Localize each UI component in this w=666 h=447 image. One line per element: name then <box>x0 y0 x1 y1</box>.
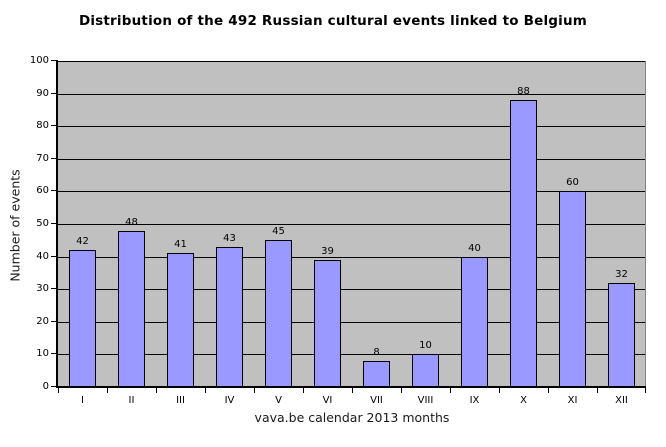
gridline-80 <box>58 126 645 128</box>
bar-VI <box>314 260 341 387</box>
x-tick-label-II: II <box>128 395 135 406</box>
y-tick-70 <box>51 157 56 159</box>
x-tick-6 <box>352 388 353 393</box>
y-tick-label-50: 50 <box>36 218 49 229</box>
x-tick-label-XI: XI <box>567 395 578 406</box>
y-tick-50 <box>51 223 56 224</box>
chart-title: Distribution of the 492 Russian cultural… <box>78 13 588 29</box>
x-tick-7 <box>401 388 402 393</box>
x-tick-8 <box>450 388 451 393</box>
bar-VIII <box>412 354 439 387</box>
y-tick-label-20: 20 <box>36 315 49 327</box>
y-tick-label-10: 10 <box>36 348 49 360</box>
y-tick-label-100: 100 <box>29 55 49 66</box>
x-tick-2 <box>156 388 157 393</box>
gridline-40 <box>58 256 645 258</box>
gridline-70 <box>58 158 645 160</box>
gridline-90 <box>58 93 645 95</box>
bar-value-label-VII: 8 <box>373 347 380 358</box>
y-tick-label-80: 80 <box>36 120 49 132</box>
bar-value-label-III: 41 <box>174 239 187 250</box>
y-tick-label-30: 30 <box>36 283 49 295</box>
x-tick-3 <box>205 388 206 393</box>
y-tick-80 <box>51 125 56 127</box>
bar-III <box>167 253 194 387</box>
y-tick-20 <box>51 320 56 322</box>
bar-value-label-I: 42 <box>76 236 89 247</box>
bar-IX <box>461 257 488 387</box>
gridline-100 <box>58 61 645 62</box>
y-tick-10 <box>51 353 56 355</box>
y-tick-label-90: 90 <box>36 87 49 99</box>
bar-II <box>118 231 145 387</box>
y-tick-30 <box>51 288 56 290</box>
bar-value-label-XI: 60 <box>566 177 579 188</box>
x-tick-label-X: X <box>520 395 527 406</box>
x-tick-label-VIII: VIII <box>417 395 434 406</box>
y-tick-label-0: 0 <box>42 381 49 392</box>
gridline-10 <box>58 354 645 356</box>
x-tick-label-V: V <box>275 395 282 406</box>
bar-value-label-VI: 39 <box>321 246 334 257</box>
bar-V <box>265 240 292 387</box>
gridline-20 <box>58 321 645 323</box>
y-tick-0 <box>51 386 56 387</box>
x-tick-label-I: I <box>81 395 84 406</box>
x-tick-4 <box>254 388 255 393</box>
gridline-50 <box>58 224 645 225</box>
bar-XII <box>608 283 635 387</box>
bar-value-label-IX: 40 <box>468 243 481 254</box>
gridline-60 <box>58 191 645 193</box>
y-tick-40 <box>51 255 56 257</box>
bar-value-label-XII: 32 <box>615 269 628 280</box>
plot-area: 42 48 41 43 45 39 8 10 40 88 60 32 <box>58 61 646 387</box>
x-tick-12 <box>645 388 646 393</box>
x-tick-9 <box>499 388 500 393</box>
bar-IV <box>216 247 243 387</box>
bar-I <box>69 250 96 387</box>
x-tick-label-IV: IV <box>224 395 235 406</box>
bar-XI <box>559 191 586 387</box>
y-axis-line <box>56 60 58 388</box>
bar-value-label-X: 88 <box>517 86 530 97</box>
x-tick-5 <box>303 388 304 393</box>
x-tick-1 <box>107 388 108 393</box>
x-tick-0 <box>58 388 59 393</box>
y-tick-90 <box>51 92 56 94</box>
y-tick-label-40: 40 <box>36 250 49 262</box>
bar-value-label-V: 45 <box>272 226 285 237</box>
x-tick-11 <box>597 388 598 393</box>
x-tick-label-III: III <box>176 395 185 406</box>
x-tick-label-XII: XII <box>615 395 628 406</box>
gridline-30 <box>58 289 645 291</box>
bar-X <box>510 100 537 387</box>
x-tick-10 <box>548 388 549 393</box>
y-tick-label-70: 70 <box>36 152 49 164</box>
bar-VII <box>363 361 390 387</box>
x-axis-title: vava.be calendar 2013 months <box>254 410 450 425</box>
y-tick-100 <box>51 60 56 61</box>
y-tick-60 <box>51 190 56 192</box>
y-tick-label-60: 60 <box>36 185 49 197</box>
bar-value-label-VIII: 10 <box>419 340 432 351</box>
bar-value-label-II: 48 <box>125 217 138 228</box>
bar-value-label-IV: 43 <box>223 233 236 244</box>
x-axis-line <box>56 386 646 388</box>
x-tick-label-VI: VI <box>322 395 333 406</box>
x-tick-label-VII: VII <box>370 395 383 406</box>
x-tick-label-IX: IX <box>469 395 480 406</box>
